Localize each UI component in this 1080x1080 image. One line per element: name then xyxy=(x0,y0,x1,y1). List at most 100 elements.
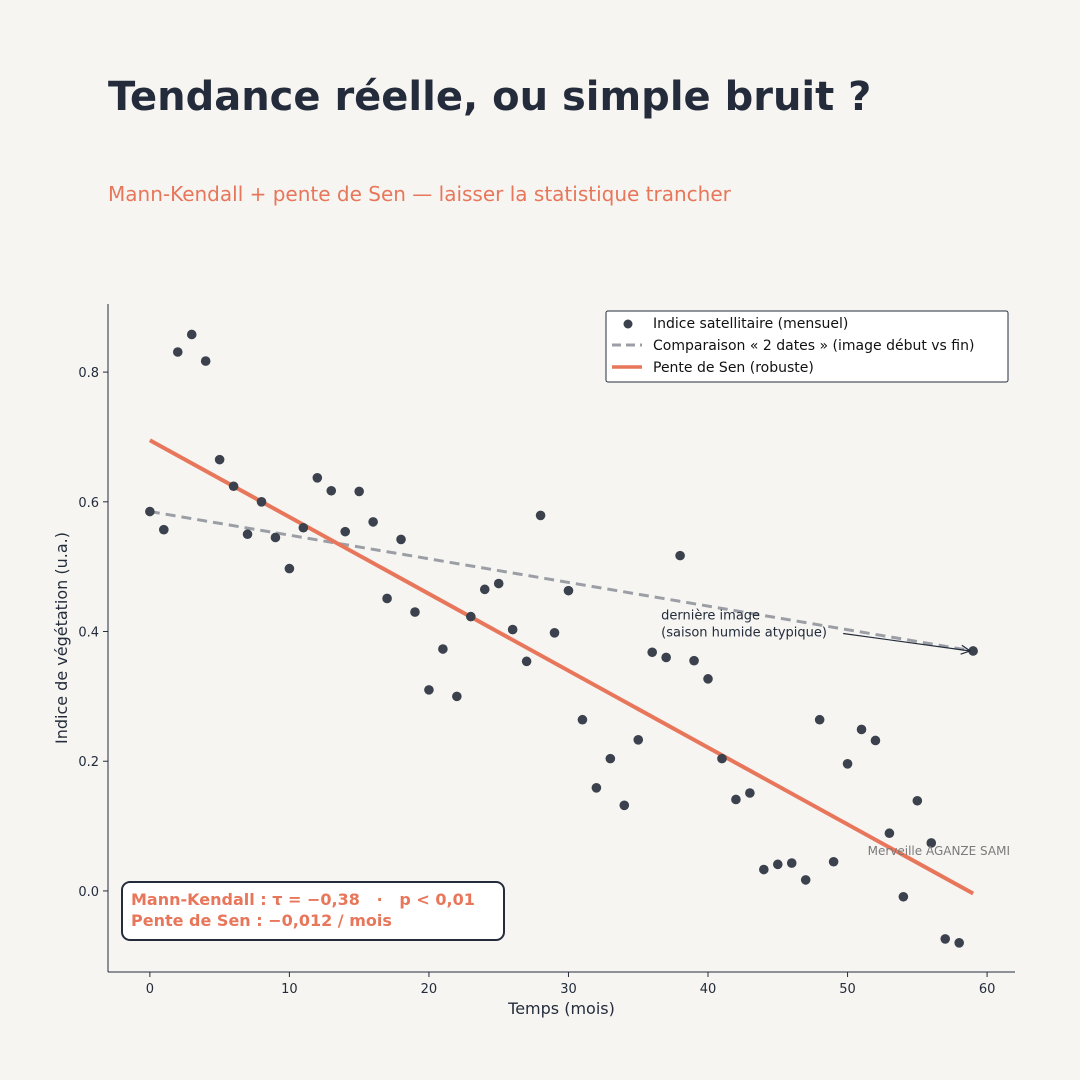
page-title: Tendance réelle, ou simple bruit ? xyxy=(108,74,872,120)
data-point xyxy=(633,735,644,745)
data-point xyxy=(438,644,448,654)
data-point xyxy=(786,858,797,868)
x-axis-ticks: 0 10 20 30 40 50 60 xyxy=(146,972,996,997)
data-point xyxy=(507,624,518,635)
data-point xyxy=(954,938,964,948)
data-point xyxy=(493,578,504,589)
legend: Indice satellitaire (mensuel) Comparaiso… xyxy=(605,310,1009,383)
legend-label-sen: Pente de Sen (robuste) xyxy=(653,360,814,376)
data-point xyxy=(800,875,811,885)
x-tick-label: 60 xyxy=(979,982,996,997)
data-point xyxy=(424,685,434,695)
sen-slope-line xyxy=(148,438,975,896)
data-point xyxy=(842,759,853,769)
data-point xyxy=(549,628,560,638)
data-point xyxy=(940,934,951,944)
y-axis-ticks: 0.0 0.2 0.4 0.6 0.8 xyxy=(78,366,108,900)
data-point xyxy=(745,788,755,798)
data-point xyxy=(577,714,588,725)
legend-frame xyxy=(605,310,1009,383)
x-tick-label: 30 xyxy=(560,982,577,997)
annotation-arrow-line xyxy=(843,632,971,652)
data-point xyxy=(284,563,295,574)
legend-scatter-marker xyxy=(623,319,633,329)
data-point xyxy=(396,534,406,545)
data-point xyxy=(214,454,225,465)
data-point xyxy=(703,674,713,684)
data-point xyxy=(647,647,657,658)
two-dates-line xyxy=(149,510,974,653)
data-point xyxy=(159,524,169,535)
trend-lines xyxy=(148,438,975,896)
data-point xyxy=(563,585,574,596)
y-tick-label: 0.6 xyxy=(78,496,99,511)
annotation-line-2: (saison humide atypique) xyxy=(661,626,827,641)
annotation-line-1: dernière image xyxy=(661,609,760,624)
x-tick-label: 50 xyxy=(839,982,856,997)
legend-label-points: Indice satellitaire (mensuel) xyxy=(653,316,848,332)
data-point xyxy=(772,859,783,870)
page-subtitle: Mann-Kendall + pente de Sen — laisser la… xyxy=(108,182,731,206)
data-point xyxy=(354,486,364,497)
data-point xyxy=(619,800,630,811)
data-point xyxy=(912,795,923,806)
stats-frame xyxy=(121,881,505,941)
chart-axes xyxy=(107,304,1015,973)
data-point xyxy=(884,828,895,839)
data-point xyxy=(717,753,727,764)
data-point xyxy=(926,838,937,848)
data-point xyxy=(466,611,476,622)
stats-box: Mann-Kendall : τ = −0,38 · p < 0,01 Pent… xyxy=(121,881,505,941)
data-point xyxy=(731,794,741,805)
data-point xyxy=(689,655,699,666)
data-point xyxy=(452,691,462,702)
y-tick-label: 0.2 xyxy=(78,755,99,770)
data-point xyxy=(661,652,671,663)
data-point xyxy=(382,593,392,604)
data-point xyxy=(675,550,685,561)
data-point xyxy=(898,891,909,902)
data-point xyxy=(145,506,155,517)
y-tick-label: 0.4 xyxy=(78,626,99,641)
data-point xyxy=(312,473,323,483)
data-point xyxy=(521,656,532,667)
data-point xyxy=(200,356,211,366)
data-point xyxy=(410,607,420,617)
data-point xyxy=(968,646,978,656)
author-credit: Merveille AGANZE SAMI xyxy=(867,844,1010,858)
y-tick-label: 0.8 xyxy=(78,366,99,381)
stats-sen-slope: Pente de Sen : −0,012 / mois xyxy=(131,911,392,930)
x-axis-label: Temps (mois) xyxy=(507,999,615,1018)
data-point xyxy=(270,532,281,543)
x-tick-label: 20 xyxy=(421,982,438,997)
data-point xyxy=(256,497,267,507)
data-point xyxy=(856,724,867,735)
stats-mann-kendall: Mann-Kendall : τ = −0,38 · p < 0,01 xyxy=(131,890,475,909)
data-point xyxy=(870,735,881,746)
annotation-arrow-head xyxy=(960,644,972,655)
data-point xyxy=(814,714,825,725)
data-point xyxy=(479,584,490,595)
data-point xyxy=(186,329,197,340)
data-point xyxy=(228,481,239,492)
data-point xyxy=(368,517,378,527)
y-axis-label: Indice de végétation (u.a.) xyxy=(52,532,71,744)
annotation: dernière image (saison humide atypique) xyxy=(661,609,972,655)
data-point xyxy=(828,856,839,867)
data-point xyxy=(172,347,183,357)
data-point xyxy=(326,485,337,496)
x-tick-label: 40 xyxy=(700,982,717,997)
data-point xyxy=(340,526,351,537)
scatter-points xyxy=(145,329,978,948)
legend-label-two-dates: Comparaison « 2 dates » (image début vs … xyxy=(653,338,974,354)
data-point xyxy=(605,753,616,764)
data-point xyxy=(759,864,769,875)
data-point xyxy=(591,783,602,793)
y-tick-label: 0.0 xyxy=(78,885,99,900)
data-point xyxy=(242,529,253,540)
data-point xyxy=(535,510,546,521)
x-tick-label: 10 xyxy=(281,982,298,997)
x-tick-label: 0 xyxy=(146,982,154,997)
data-point xyxy=(298,522,309,533)
